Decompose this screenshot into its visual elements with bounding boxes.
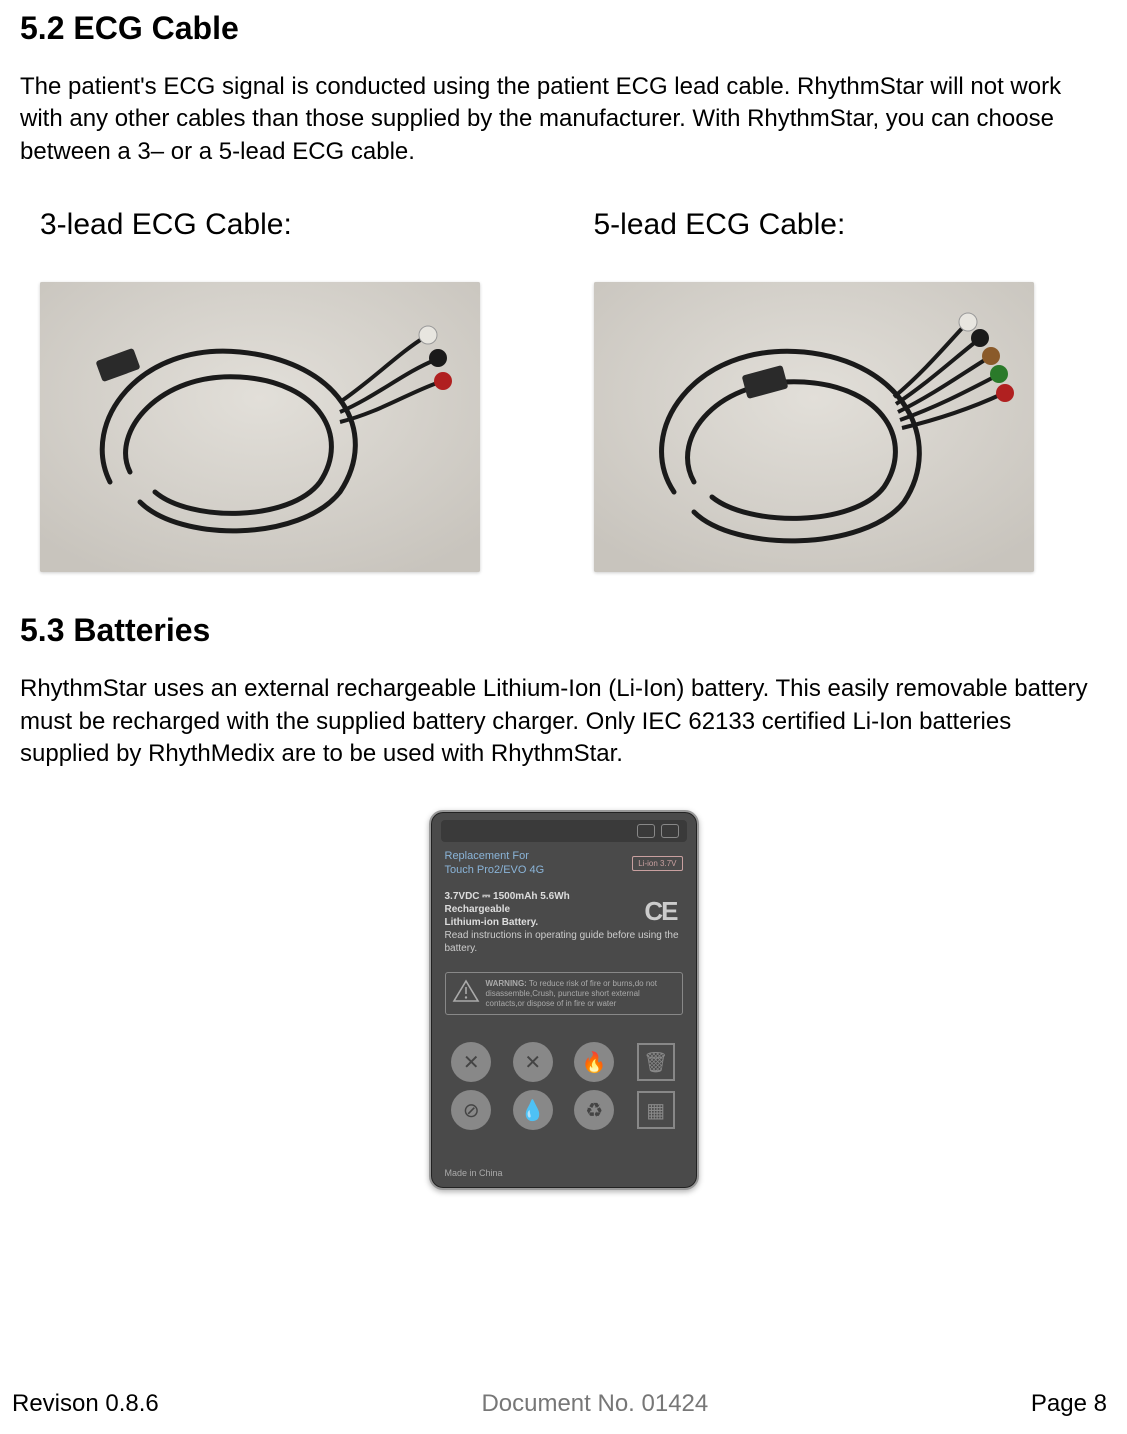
battery-spec-line4: Read instructions in operating guide bef… bbox=[445, 930, 679, 954]
no-puncture-icon: ✕ bbox=[513, 1042, 553, 1082]
battery-warning-title: WARNING: bbox=[486, 979, 527, 988]
page-footer: Revison 0.8.6 Document No. 01424 Page 8 bbox=[12, 1390, 1107, 1418]
battery-replacement-line2: Touch Pro2/EVO 4G bbox=[445, 864, 545, 876]
footer-page-number: Page 8 bbox=[1031, 1390, 1107, 1418]
cable-5lead-photo bbox=[594, 282, 1034, 572]
battery-replacement-line1: Replacement For bbox=[445, 850, 529, 862]
cable-3lead-photo bbox=[40, 282, 480, 572]
battery-liion-badge: Li-ion 3.7V bbox=[632, 856, 682, 871]
battery-spec-line1: 3.7VDC ⎓ 1500mAh 5.6Wh bbox=[445, 891, 570, 902]
battery-spec-line2: Rechargeable bbox=[445, 904, 511, 915]
battery-warning-box: WARNING: To reduce risk of fire or burns… bbox=[445, 972, 683, 1015]
battery-photo: Replacement For Touch Pro2/EVO 4G Li-ion… bbox=[429, 810, 699, 1190]
battery-replacement-label: Replacement For Touch Pro2/EVO 4G bbox=[445, 850, 545, 876]
footer-revision: Revison 0.8.6 bbox=[12, 1390, 159, 1418]
battery-made-in: Made in China bbox=[445, 1168, 503, 1178]
footer-doc-number: Document No. 01424 bbox=[481, 1390, 708, 1418]
battery-label-row: Replacement For Touch Pro2/EVO 4G Li-ion… bbox=[445, 850, 683, 876]
cable-3lead-title: 3-lead ECG Cable: bbox=[40, 208, 554, 242]
battery-spec-line3: Lithium-ion Battery. bbox=[445, 917, 539, 928]
battery-terminal-neg-icon bbox=[637, 824, 655, 838]
no-short-icon: ⊘ bbox=[451, 1090, 491, 1130]
battery-photo-wrap: Replacement For Touch Pro2/EVO 4G Li-ion… bbox=[20, 810, 1107, 1190]
section-5-2-heading: 5.2 ECG Cable bbox=[20, 10, 1107, 47]
no-water-icon: 💧 bbox=[513, 1090, 553, 1130]
battery-terminal-pos-icon bbox=[661, 824, 679, 838]
cable-5lead-title: 5-lead ECG Cable: bbox=[594, 208, 1108, 242]
cable-5lead-column: 5-lead ECG Cable: bbox=[594, 208, 1108, 572]
qr-icon: ▦ bbox=[637, 1091, 675, 1129]
ce-mark-icon: CE bbox=[644, 896, 676, 927]
section-5-2-body: The patient's ECG signal is conducted us… bbox=[20, 71, 1107, 168]
section-5-3-heading: 5.3 Batteries bbox=[20, 612, 1107, 649]
no-fire-icon: 🔥 bbox=[574, 1042, 614, 1082]
no-disassemble-icon: ✕ bbox=[451, 1042, 491, 1082]
battery-terminal-strip bbox=[441, 820, 687, 842]
cable-images-row: 3-lead ECG Cable: bbox=[40, 208, 1107, 572]
warning-triangle-icon bbox=[452, 979, 480, 1003]
cable-3lead-column: 3-lead ECG Cable: bbox=[40, 208, 554, 572]
battery-icon-grid: ✕ ✕ 🔥 🗑 ⊘ 💧 ♻ ▦ bbox=[445, 1042, 683, 1130]
section-5-3-body: RhythmStar uses an external rechargeable… bbox=[20, 673, 1107, 770]
recycle-icon: ♻ bbox=[574, 1090, 614, 1130]
trash-bin-icon: 🗑 bbox=[637, 1043, 675, 1081]
